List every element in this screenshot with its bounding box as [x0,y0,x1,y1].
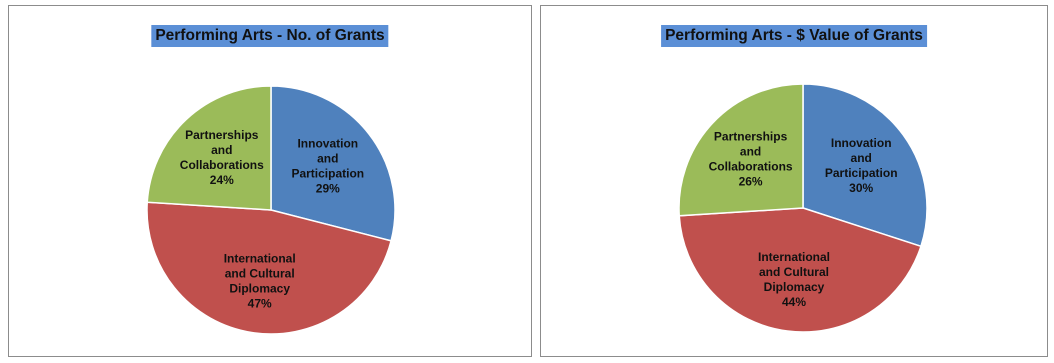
slice-label-0: Innovation and Participation 29% [291,136,364,195]
slice-value-label: 26% [739,174,763,188]
slice-name-line: Innovation [831,136,892,150]
pie-slice-1 [146,201,393,335]
slice-name-line: Participation [291,166,364,180]
slice-name-line: and [851,151,872,165]
chart-title: Performing Arts - $ Value of Grants [661,25,927,47]
slice-value-label: 24% [210,173,234,187]
slice-value-label: 47% [248,297,272,311]
slice-name-line: Collaborations [180,158,264,172]
slice-name-line: International [224,252,296,266]
chart-panel-grants-count: Performing Arts - No. of Grants Innovati… [8,5,532,357]
pie-slice-1 [678,207,922,333]
slice-name-line: and Cultural [759,265,829,279]
chart-title: Performing Arts - No. of Grants [151,25,389,47]
slice-label-2: Partnerships and Collaborations 26% [709,129,793,188]
slice-name-line: and Cultural [225,267,295,281]
pie-slice-2 [146,85,272,211]
pie-slice-0 [270,85,396,242]
slice-name-line: Innovation [297,136,358,150]
slice-label-1: International and Cultural Diplomacy 47% [224,252,296,311]
slice-name-line: Partnerships [714,129,788,143]
slice-name-line: and [317,151,338,165]
chart-panel-grants-value: Performing Arts - $ Value of Grants Inno… [540,5,1048,357]
slice-name-line: and [211,143,232,157]
slice-name-line: and [740,144,761,158]
slice-label-1: International and Cultural Diplomacy 44% [758,250,830,309]
pie-slice-2 [678,83,804,217]
slice-name-line: Collaborations [709,159,793,173]
slice-name-line: Participation [825,166,898,180]
pie-slice-0 [802,83,928,248]
slice-value-label: 30% [849,181,873,195]
slice-name-line: Diplomacy [229,282,290,296]
slice-name-line: International [758,250,830,264]
pie-chart-grants-count: Innovation and Participation 29%Internation… [146,85,396,335]
slice-label-2: Partnerships and Collaborations 24% [180,128,264,187]
slice-name-line: Partnerships [185,128,259,142]
slice-value-label: 44% [782,295,806,309]
slice-label-0: Innovation and Participation 30% [825,136,898,195]
slice-name-line: Diplomacy [764,280,825,294]
pie-chart-grants-value: Innovation and Participation 30%Internation… [678,83,928,333]
slice-value-label: 29% [316,181,340,195]
